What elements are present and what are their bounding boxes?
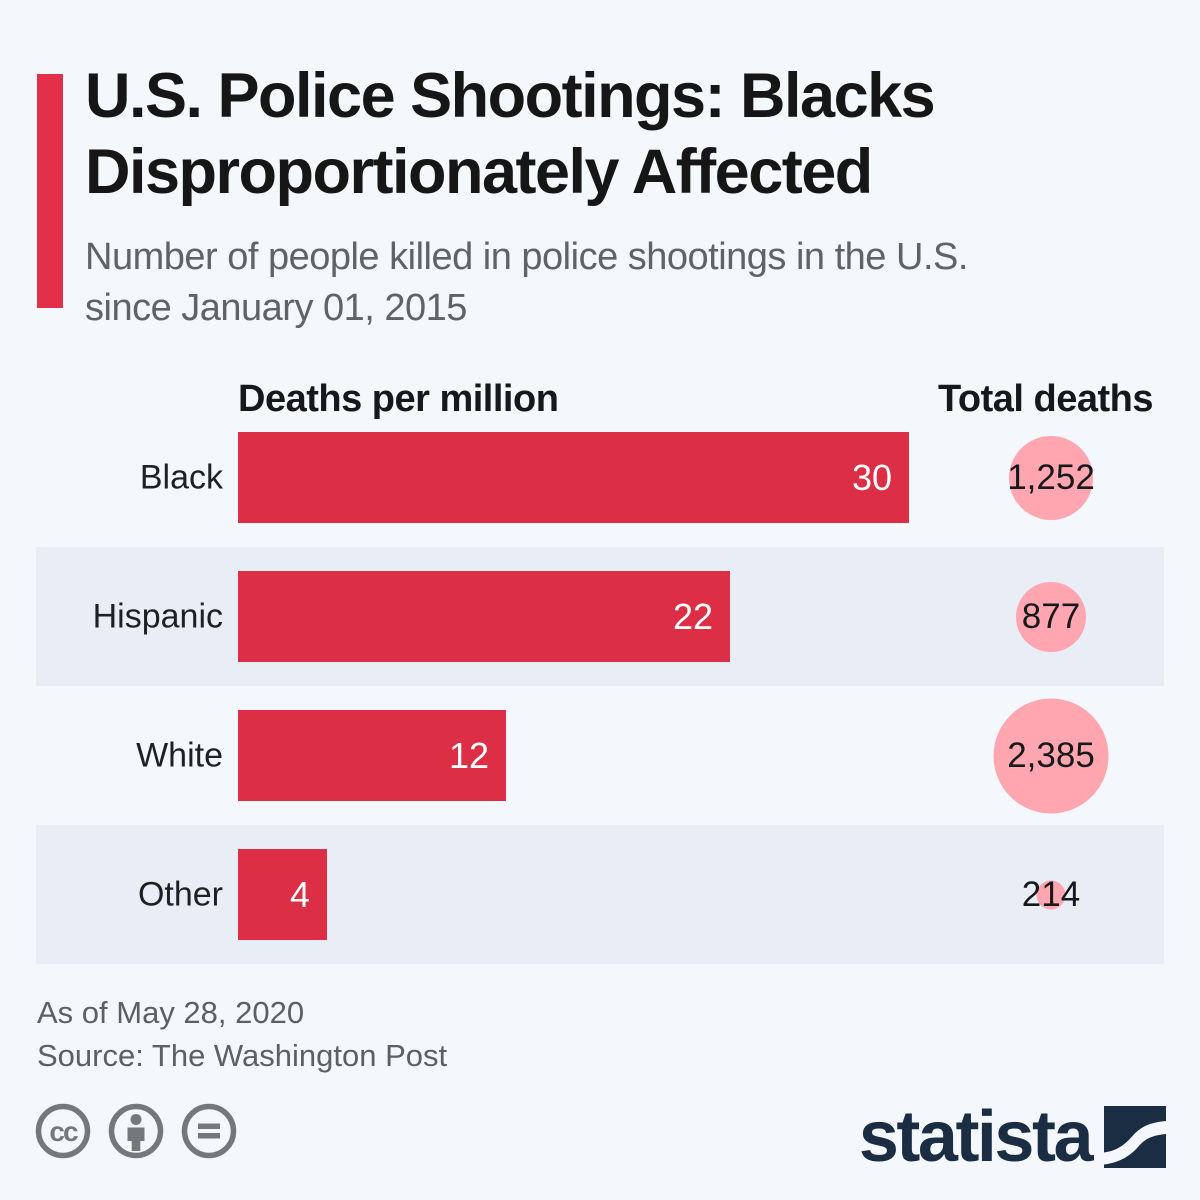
total-deaths-bubble-white — [993, 698, 1109, 813]
statista-wordmark: statista — [858, 1097, 1094, 1177]
subtitle-line-2: since January 01, 2015 — [85, 287, 467, 329]
total-deaths-value: 214 — [1021, 874, 1081, 914]
category-label: White — [136, 736, 223, 774]
total-deaths-bubble-other — [1036, 880, 1066, 909]
no-derivatives-icon — [181, 1103, 237, 1159]
accent-bar — [37, 74, 63, 308]
page-title: U.S. Police Shootings: Blacks Disproport… — [85, 58, 1165, 210]
total-deaths-value: 1,252 — [1007, 457, 1095, 497]
column-header-total-deaths: Total deaths — [938, 378, 1154, 420]
bar-white: 12 — [238, 710, 506, 801]
bar-black: 30 — [238, 432, 909, 523]
subtitle-line-1: Number of people killed in police shooti… — [85, 236, 968, 278]
chart-row-black: Black 30 1,252 — [0, 408, 1200, 547]
bar-value-label: 22 — [672, 595, 713, 637]
total-deaths-value: 2,385 — [1007, 735, 1095, 775]
bar-value-label: 12 — [448, 734, 489, 776]
row-stripe — [36, 825, 1164, 964]
bar-hispanic: 22 — [238, 571, 730, 662]
column-header-deaths-per-million: Deaths per million — [238, 378, 559, 420]
category-label: Hispanic — [92, 597, 223, 635]
bar-other: 4 — [238, 849, 327, 940]
chart-row-other: Other 4 214 — [0, 825, 1200, 964]
total-deaths-bubble-black — [1009, 435, 1093, 520]
total-deaths-bubble-hispanic — [1016, 581, 1086, 652]
chart-row-hispanic: Hispanic 22 877 — [0, 547, 1200, 686]
bar-value-label: 4 — [289, 873, 310, 915]
chart-row-white: White 12 2,385 — [0, 686, 1200, 825]
bar-value-label: 30 — [851, 456, 892, 498]
title-line-2: Disproportionately Affected — [85, 137, 873, 207]
cc-icon: cc — [35, 1103, 91, 1159]
statista-logo-icon — [1104, 1106, 1166, 1168]
title-line-1: U.S. Police Shootings: Blacks — [85, 61, 936, 131]
attribution-icon — [108, 1103, 164, 1159]
total-deaths-value: 877 — [1021, 596, 1081, 636]
as-of-date: As of May 28, 2020 — [37, 995, 305, 1030]
source-credit: Source: The Washington Post — [37, 1038, 448, 1073]
page-subtitle: Number of people killed in police shooti… — [85, 232, 1165, 334]
license-icons: cc — [35, 1103, 237, 1159]
svg-text:cc: cc — [49, 1116, 78, 1147]
chart-rows: Black 30 1,252 Hispanic 22 877 White 12 2,385 Oth… — [0, 408, 1200, 964]
category-label: Black — [139, 458, 223, 496]
category-label: Other — [137, 875, 223, 913]
